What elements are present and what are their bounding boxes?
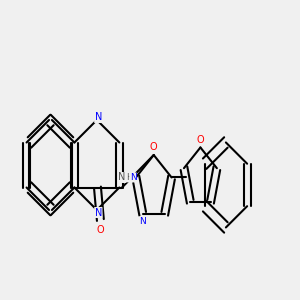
Text: N: N [94, 208, 102, 218]
Text: O: O [196, 135, 204, 145]
Text: O: O [150, 142, 158, 152]
Text: O: O [97, 225, 104, 235]
Text: N: N [139, 217, 146, 226]
Text: H: H [126, 173, 132, 182]
Text: N: N [94, 112, 102, 122]
Text: N: N [130, 173, 136, 182]
Text: N: N [118, 172, 126, 182]
